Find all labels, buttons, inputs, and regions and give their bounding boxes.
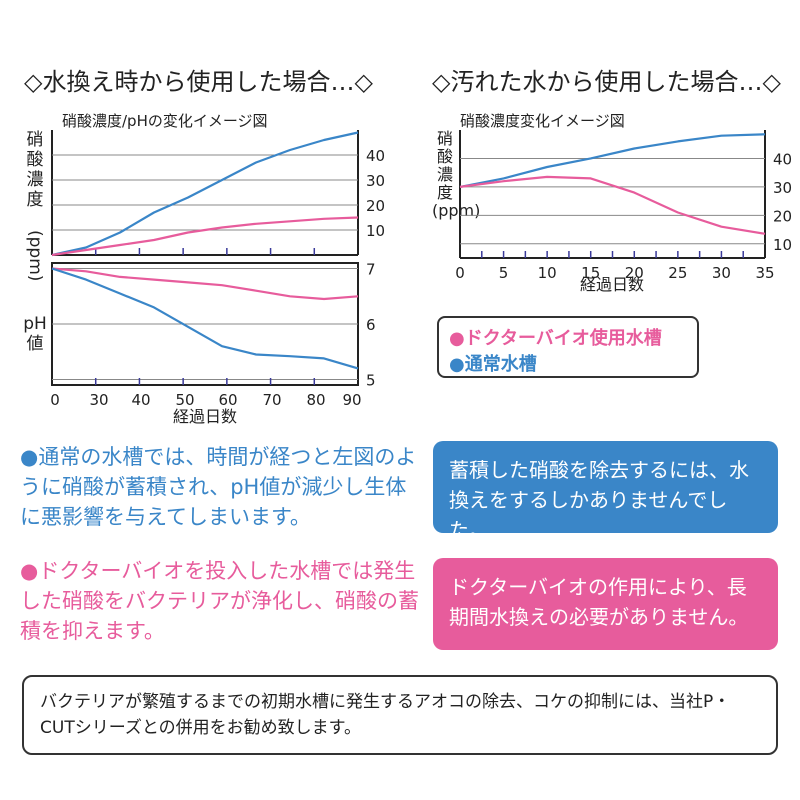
x-tick-label: 25 xyxy=(668,264,687,282)
y-tick-label: 30 xyxy=(773,179,792,197)
right-xlabel: 経過日数 xyxy=(580,275,644,294)
right-heading: ◇汚れた水から使用した場合…◇ xyxy=(432,68,781,96)
x-tick-label: 15 xyxy=(581,264,600,282)
y-tick-label: 10 xyxy=(773,236,792,254)
series-line-0 xyxy=(459,133,766,188)
x-tick-label: 0 xyxy=(50,391,60,409)
left-xlabel: 経過日数 xyxy=(173,407,237,426)
x-tick-label: 50 xyxy=(175,391,194,409)
left-chart-title: 硝酸濃度/pHの変化イメージ図 xyxy=(62,112,268,130)
y-tick-label: 20 xyxy=(773,207,792,225)
legend-blue: ●通常水槽 xyxy=(449,354,537,375)
y-tick-label: 40 xyxy=(773,150,792,168)
y-tick-label: 6 xyxy=(366,316,376,334)
x-tick-label: 20 xyxy=(625,264,644,282)
y-tick-label: 7 xyxy=(366,261,376,279)
blue-callout: 蓄積した硝酸を除去するには、水換えをするしかありませんでした。 xyxy=(433,441,778,542)
legend-pink: ●ドクターバイオ使用水槽 xyxy=(449,328,662,349)
y-tick-label: 10 xyxy=(366,222,385,240)
x-tick-label: 5 xyxy=(499,264,509,282)
left-bottom-ylabel: pH 値 xyxy=(23,314,47,354)
series-line-1 xyxy=(51,267,359,370)
x-tick-label: 40 xyxy=(131,391,150,409)
x-tick-label: 70 xyxy=(262,391,281,409)
bullet-doctorbio-tank: ●ドクターバイオを投入した水槽では発生した硝酸をバクテリアが浄化し、硝酸の蓄積を… xyxy=(20,559,419,643)
left-bottom-chart: 5 6 7 0 30 40 50 60 70 80 90 xyxy=(50,261,375,409)
left-top-ylabel: 硝 酸 濃 度 xyxy=(26,130,44,210)
left-heading: ◇水換え時から使用した場合…◇ xyxy=(24,68,373,96)
left-top-chart: 10 20 30 40 xyxy=(51,130,385,257)
series-line-0 xyxy=(51,131,359,257)
x-tick-label: 0 xyxy=(455,264,465,282)
y-tick-label: 30 xyxy=(366,172,385,190)
x-tick-label: 60 xyxy=(218,391,237,409)
x-tick-label: 35 xyxy=(755,264,774,282)
series-line-0 xyxy=(51,267,359,301)
y-tick-label: 20 xyxy=(366,197,385,215)
y-tick-label: 40 xyxy=(366,147,385,165)
x-tick-label: 30 xyxy=(89,391,108,409)
pink-callout: ドクターバイオの作用により、長期間水換えの必要がありません。 xyxy=(433,558,778,650)
legend: ●ドクターバイオ使用水槽 ●通常水槽 xyxy=(437,316,699,378)
x-tick-label: 90 xyxy=(342,391,361,409)
right-chart-title: 硝酸濃度変化イメージ図 xyxy=(460,112,625,130)
x-tick-label: 30 xyxy=(712,264,731,282)
x-tick-label: 10 xyxy=(538,264,557,282)
bottom-note: バクテリアが繁殖するまでの初期水槽に発生するアオコの除去、コケの抑制には、当社P… xyxy=(22,675,778,755)
x-tick-label: 80 xyxy=(306,391,325,409)
series-line-1 xyxy=(459,175,766,235)
right-chart: 10 20 30 40 0 5 10 15 20 25 30 35 xyxy=(455,130,792,282)
y-tick-label: 5 xyxy=(366,371,376,389)
bullet-normal-tank: ●通常の水槽では、時間が経つと左図のように硝酸が蓄積され、pH値が減少し生体に悪… xyxy=(20,445,417,529)
series-line-1 xyxy=(51,216,359,257)
